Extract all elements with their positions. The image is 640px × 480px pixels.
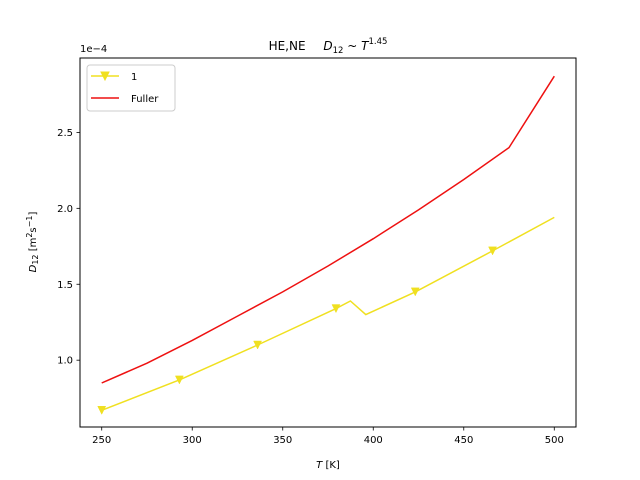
y-label-subscript: 12: [31, 254, 40, 264]
data-point-marker: [410, 287, 420, 297]
legend-marker-series-1: [100, 71, 110, 82]
y-tick-label: 2.0: [57, 204, 73, 215]
title-subscript: 12: [333, 46, 344, 56]
y-label-sup-1: 2: [25, 233, 34, 238]
data-point-marker: [253, 340, 262, 350]
x-tick-label: 500: [545, 435, 564, 446]
x-label-symbol: T: [316, 460, 323, 471]
x-tick-label: 350: [273, 435, 292, 446]
y-tick-label: 1.5: [57, 280, 73, 291]
y-label-symbol: D: [28, 264, 39, 272]
x-tick-label: 250: [92, 435, 111, 446]
data-point-marker: [331, 304, 341, 314]
data-point-marker: [97, 406, 107, 415]
x-tick-label: 300: [183, 435, 202, 446]
x-axis: 250 300 350 400 450 500: [92, 427, 564, 446]
x-label-unit: [K]: [322, 460, 340, 471]
y-label-unit-3: ]: [28, 212, 39, 216]
y-label-unit-1: [m: [28, 238, 39, 255]
title-tilde: ~: [343, 39, 361, 53]
legend-label-fuller: Fuller: [131, 94, 159, 105]
y-scale-label: 1e−4: [80, 44, 107, 55]
x-tick-label: 450: [454, 435, 473, 446]
title-superscript: 1.45: [368, 37, 387, 47]
data-point-marker: [174, 375, 184, 385]
series-line-fuller: [101, 75, 555, 384]
legend: 1 Fuller: [86, 64, 176, 112]
y-tick-label: 2.5: [57, 128, 73, 139]
y-label-unit-2: s: [28, 227, 39, 232]
legend-label-series-1: 1: [131, 72, 137, 83]
y-axis: 1.0 1.5 2.0 2.5: [57, 128, 80, 367]
title-symbol: D: [323, 39, 332, 53]
y-tick-label: 1.0: [57, 356, 73, 367]
title-prefix: HE,NE: [269, 39, 306, 53]
series-line-series-1: [101, 216, 555, 411]
title-symbol-t: T: [361, 39, 370, 53]
x-tick-label: 400: [364, 435, 383, 446]
chart-title: HE,NE D12 ~ T1.45: [269, 37, 388, 56]
plot-frame: [79, 57, 577, 428]
x-axis-label: T [K]: [316, 460, 340, 471]
y-axis-label: D12 [m2s−1]: [25, 212, 40, 273]
data-point-marker: [488, 246, 497, 256]
y-label-sup-2: −1: [25, 216, 34, 228]
